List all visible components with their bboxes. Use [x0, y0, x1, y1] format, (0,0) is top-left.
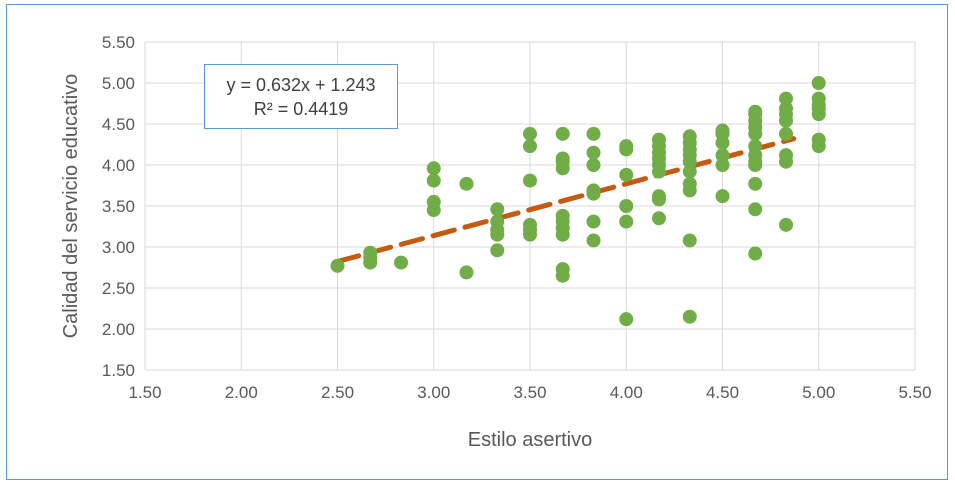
scatter-chart: 1.50 2.00 2.50 3.00 3.50 4.00 4.50 5.00 5.50 1.5… — [60, 33, 932, 451]
scatter-point — [394, 255, 409, 270]
x-tick-label: 4.50 — [706, 383, 739, 402]
scatter-point — [586, 145, 601, 160]
scatter-point — [619, 312, 634, 327]
y-tick-label: 1.50 — [102, 361, 135, 380]
y-tick-label: 5.00 — [102, 74, 135, 93]
scatter-point — [619, 167, 634, 182]
scatter-point — [426, 194, 441, 209]
scatter-point — [523, 126, 537, 141]
scatter-point — [779, 101, 794, 116]
r-squared-label: R² = 0.4419 — [253, 98, 349, 119]
scatter-point — [586, 158, 601, 172]
scatter-point — [586, 233, 601, 248]
scatter-point — [586, 126, 601, 141]
scatter-point — [426, 173, 441, 188]
scatter-point — [459, 176, 474, 191]
scatter-point — [555, 126, 570, 141]
scatter-point — [715, 189, 730, 204]
scatter-point — [811, 132, 826, 147]
x-tick-label: 4.00 — [610, 383, 643, 402]
scatter-point — [330, 258, 345, 273]
y-tick-label: 3.50 — [102, 197, 135, 216]
scatter-point — [748, 139, 763, 154]
scatter-point — [748, 202, 763, 217]
scatter-point — [811, 76, 826, 90]
scatter-point — [682, 129, 697, 144]
y-axis-title: Calidad del servicio educativo — [60, 74, 82, 339]
scatter-point — [779, 148, 794, 163]
scatter-point — [748, 176, 763, 191]
x-tick-label: 5.00 — [802, 383, 835, 402]
trendline-equation-box: y = 0.632x + 1.243 R² = 0.4419 — [204, 64, 398, 129]
scatter-point — [779, 91, 794, 106]
gridlines — [144, 41, 916, 371]
scatter-point — [619, 199, 634, 213]
scatter-point — [523, 217, 537, 232]
y-tick-label: 4.00 — [102, 156, 135, 175]
scatter-point — [682, 309, 697, 324]
x-tick-label: 2.50 — [321, 383, 354, 402]
scatter-point — [715, 148, 730, 163]
trendline-equation: y = 0.632x + 1.243 — [226, 74, 376, 95]
scatter-point — [490, 202, 505, 217]
x-axis-title: Estilo asertivo — [468, 429, 593, 451]
x-tick-label: 2.00 — [225, 383, 258, 402]
scatter-point — [523, 173, 537, 188]
x-axis-tick-labels: 1.50 2.00 2.50 3.00 3.50 4.00 4.50 5.00 5.50 — [128, 383, 931, 402]
y-tick-label: 3.00 — [102, 238, 135, 257]
scatter-point — [619, 139, 634, 154]
scatter-point — [715, 123, 730, 138]
y-tick-label: 2.00 — [102, 320, 135, 339]
scatter-point — [523, 139, 537, 154]
scatter-point — [682, 164, 697, 179]
data-points — [330, 76, 826, 327]
scatter-point — [586, 214, 601, 229]
scatter-point — [715, 158, 730, 172]
y-tick-label: 5.50 — [102, 33, 135, 52]
scatter-point — [651, 189, 666, 204]
scatter-point — [779, 126, 794, 141]
scatter-point — [555, 208, 570, 223]
y-tick-label: 4.50 — [102, 115, 135, 134]
scatter-point — [555, 262, 570, 277]
scatter-point — [586, 183, 601, 198]
scatter-point — [459, 265, 474, 280]
scatter-point — [811, 91, 826, 106]
scatter-point — [363, 245, 378, 260]
y-axis-tick-labels: 1.50 2.00 2.50 3.00 3.50 4.00 4.50 5.00 5.50 — [102, 33, 135, 380]
x-tick-label: 1.50 — [128, 383, 161, 402]
chart-frame: 1.50 2.00 2.50 3.00 3.50 4.00 4.50 5.00 5.50 1.5… — [6, 4, 948, 480]
x-tick-label: 3.00 — [417, 383, 450, 402]
scatter-point — [490, 214, 505, 229]
scatter-point — [619, 214, 634, 229]
scatter-point — [682, 233, 697, 248]
scatter-point — [490, 243, 505, 258]
scatter-point — [426, 161, 441, 176]
scatter-point — [779, 217, 794, 232]
scatter-point — [682, 176, 697, 191]
scatter-point — [555, 151, 570, 166]
scatter-point — [651, 132, 666, 147]
scatter-point — [651, 211, 666, 226]
y-tick-label: 2.50 — [102, 279, 135, 298]
scatter-point — [748, 246, 763, 261]
x-tick-label: 3.50 — [513, 383, 546, 402]
x-tick-label: 5.50 — [898, 383, 931, 402]
scatter-point — [748, 104, 763, 119]
